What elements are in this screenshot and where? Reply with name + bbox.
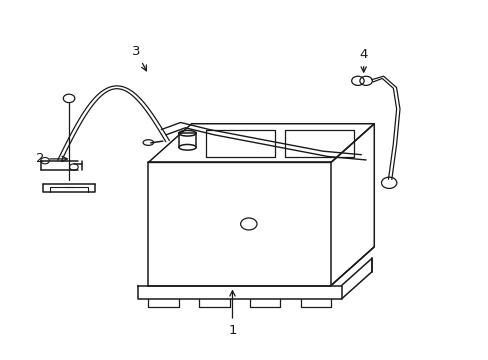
- Text: 2: 2: [36, 152, 67, 165]
- Text: 3: 3: [132, 45, 146, 71]
- Text: 1: 1: [228, 291, 236, 337]
- Text: 4: 4: [359, 48, 367, 72]
